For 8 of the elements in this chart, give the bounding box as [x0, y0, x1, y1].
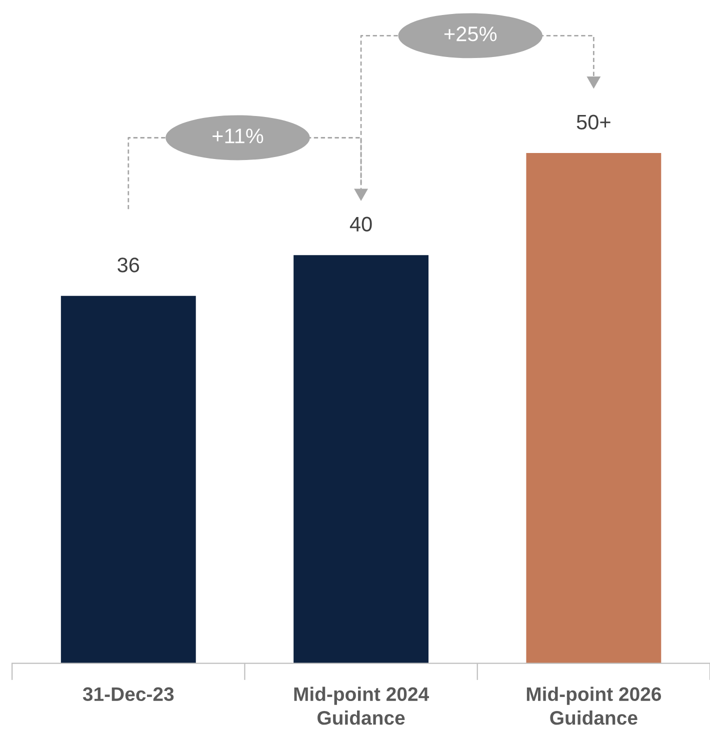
- x-tick-label: Mid-point 2024 Guidance: [294, 686, 429, 725]
- x-tick-label: 31-Dec-23: [82, 687, 174, 702]
- data-label: 40: [350, 216, 372, 232]
- data-label: 50+: [576, 114, 610, 130]
- text: +25%: [444, 26, 497, 42]
- data-label: 36: [118, 258, 140, 272]
- x-tick-label: Mid-point 2026 Guidance: [526, 686, 662, 725]
- text: +11%: [212, 128, 264, 144]
